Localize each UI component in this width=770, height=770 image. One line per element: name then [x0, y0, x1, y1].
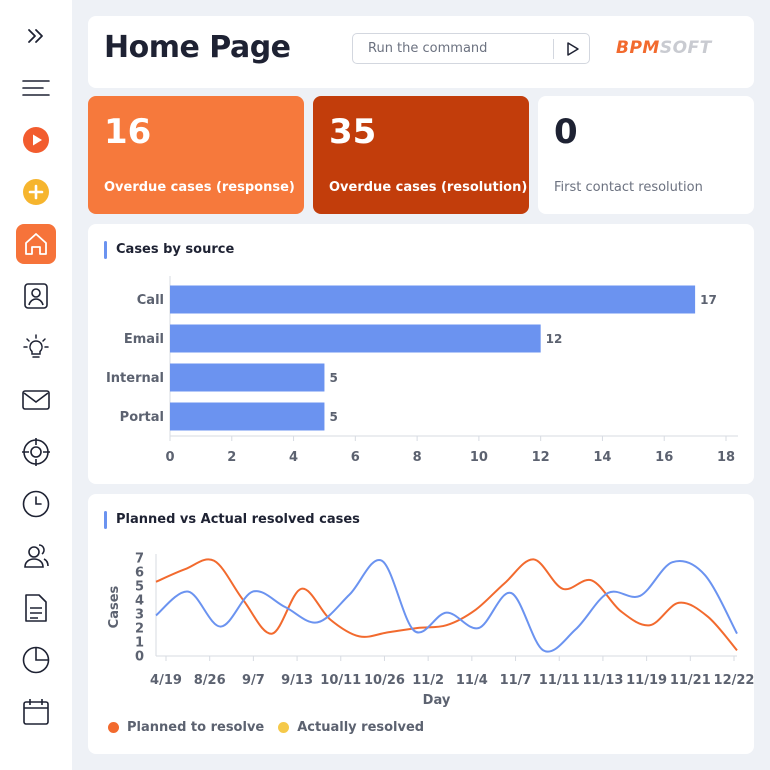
x-tick-label: 8/26: [194, 673, 226, 688]
page-title: Home Page: [104, 30, 291, 65]
x-tick-label: 11/13: [582, 673, 623, 688]
idea-icon[interactable]: [16, 328, 56, 368]
x-axis-label: Day: [423, 693, 451, 708]
data-label: 5: [329, 371, 337, 385]
series-line-planned: [155, 558, 738, 652]
kpi-overdue-response[interactable]: 16 Overdue cases (response): [88, 96, 304, 214]
x-tick-label: 2: [227, 450, 236, 465]
run-command-button[interactable]: [556, 34, 589, 63]
bar: [170, 285, 696, 314]
x-tick-label: 9/7: [242, 673, 265, 688]
y-tick-label: 6: [135, 566, 144, 581]
x-tick-label: 11/7: [500, 673, 532, 688]
kpi-label: Overdue cases (resolution): [329, 180, 528, 195]
document-icon[interactable]: [16, 588, 56, 628]
legend-item-actual[interactable]: Actually resolved: [278, 720, 424, 735]
x-tick-label: 11/2: [412, 673, 444, 688]
y-tick-label: 4: [135, 594, 144, 609]
cases-by-source-chart: Call 17 Email 12 Internal 5 Portal 5 0 2 4 6 8 10 12 14…: [106, 276, 738, 465]
x-tick-label: 18: [717, 450, 735, 465]
bar: [170, 363, 325, 392]
x-tick-label: 11/11: [539, 673, 580, 688]
x-tick-label: 0: [165, 450, 174, 465]
data-label: 12: [546, 332, 563, 346]
play-icon[interactable]: [16, 120, 56, 160]
legend-label: Planned to resolve: [127, 720, 265, 735]
x-tick-label: 10: [470, 450, 488, 465]
y-tick-label: 1: [135, 636, 144, 651]
clock-icon[interactable]: [16, 484, 56, 524]
y-tick-label: 0: [135, 650, 144, 665]
kpi-first-contact-resolution[interactable]: 0 First contact resolution: [538, 96, 754, 214]
header: Home Page BPMSOFT: [88, 16, 754, 88]
menu-icon[interactable]: [16, 68, 56, 108]
home-icon[interactable]: [16, 224, 56, 264]
data-label: 5: [329, 410, 337, 424]
legend-label: Actually resolved: [297, 720, 425, 735]
calendar-icon[interactable]: [16, 692, 56, 732]
y-axis-label: Cases: [107, 585, 122, 628]
y-tick-label: 7: [135, 552, 144, 567]
x-tick-label: 12: [532, 450, 550, 465]
sidebar: [0, 0, 72, 770]
category-label: Email: [124, 332, 164, 347]
add-icon[interactable]: [16, 172, 56, 212]
bar: [170, 402, 325, 431]
target-icon[interactable]: [16, 432, 56, 472]
command-box: [352, 33, 590, 64]
category-label: Internal: [106, 371, 164, 386]
logo-part-1: BPM: [616, 38, 660, 58]
logo-part-2: SOFT: [659, 38, 712, 58]
contact-icon[interactable]: [16, 276, 56, 316]
x-tick-label: 6: [351, 450, 360, 465]
y-tick-label: 5: [135, 580, 144, 595]
kpi-value: 0: [554, 112, 578, 152]
cases-by-source-card: Cases by source Call 17 Email 12 Internal 5 Po…: [88, 224, 754, 484]
expand-icon[interactable]: [16, 16, 56, 56]
y-tick-label: 2: [135, 622, 144, 637]
data-label: 17: [700, 293, 717, 307]
legend-item-planned[interactable]: Planned to resolve: [108, 720, 264, 735]
x-tick-label: 4: [289, 450, 298, 465]
command-input[interactable]: [354, 35, 552, 62]
command-divider: [553, 39, 554, 59]
x-tick-label: 12/22: [714, 673, 754, 688]
x-tick-label: 16: [655, 450, 673, 465]
x-tick-label: 8: [413, 450, 422, 465]
kpi-label: First contact resolution: [554, 180, 703, 195]
users-icon[interactable]: [16, 536, 56, 576]
legend-dot: [278, 722, 290, 733]
chart-title: Cases by source: [104, 240, 234, 260]
run-icon: [566, 41, 579, 56]
x-tick-label: 4/19: [150, 673, 182, 688]
category-label: Call: [137, 293, 164, 308]
bar: [170, 324, 541, 353]
logo: BPMSOFT: [616, 38, 712, 58]
kpi-value: 35: [329, 112, 377, 152]
legend-dot: [108, 722, 119, 733]
x-tick-label: 14: [593, 450, 611, 465]
pie-chart-icon[interactable]: [16, 640, 56, 680]
kpi-label: Overdue cases (response): [104, 180, 295, 195]
kpi-overdue-resolution[interactable]: 35 Overdue cases (resolution): [313, 96, 529, 214]
x-tick-label: 10/11: [320, 673, 361, 688]
kpi-value: 16: [104, 112, 152, 152]
category-label: Portal: [120, 410, 164, 425]
x-tick-label: 9/13: [281, 673, 313, 688]
mail-icon[interactable]: [16, 380, 56, 420]
series-line-actual: [155, 559, 738, 653]
chart-title: Planned vs Actual resolved cases: [104, 510, 360, 530]
x-tick-label: 11/21: [670, 673, 711, 688]
x-tick-label: 11/4: [456, 673, 488, 688]
y-tick-label: 3: [135, 608, 144, 623]
x-tick-label: 11/19: [626, 673, 667, 688]
x-tick-label: 10/26: [364, 673, 405, 688]
chart-legend: Planned to resolve Actually resolved: [108, 720, 424, 735]
